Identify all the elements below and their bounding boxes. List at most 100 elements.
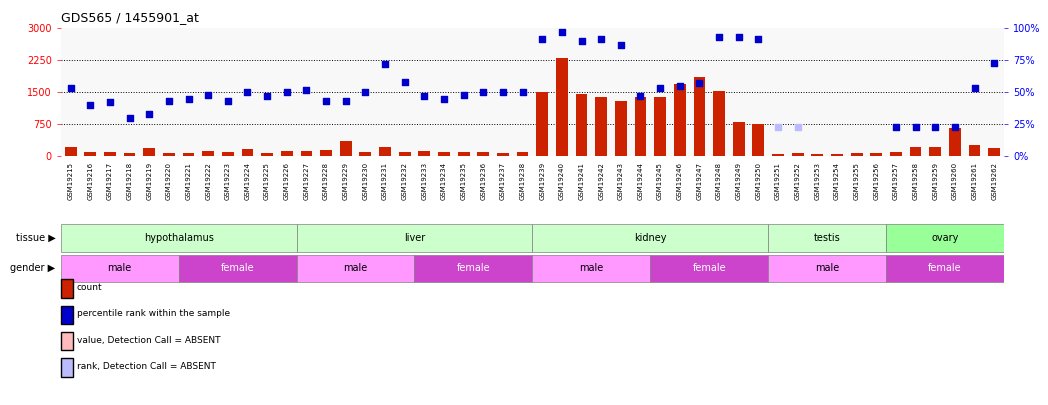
Point [122, 114, 138, 121]
Point [219, 98, 236, 104]
Bar [595, 97, 607, 156]
Point [750, 35, 767, 42]
Bar [202, 151, 214, 156]
Bar [768, 224, 886, 252]
Point [279, 89, 296, 95]
Point [573, 38, 590, 44]
Point [946, 124, 963, 130]
Point [593, 35, 610, 42]
Bar [532, 255, 650, 282]
Bar [714, 91, 725, 156]
Point [180, 95, 197, 102]
Point [376, 61, 393, 67]
Point [691, 80, 707, 86]
Bar [458, 152, 470, 156]
Point [908, 124, 924, 130]
Point [888, 124, 904, 130]
Bar [537, 92, 548, 156]
Point [711, 34, 727, 40]
Point [495, 89, 511, 95]
Point [259, 93, 276, 99]
Point [416, 93, 433, 99]
Point [62, 85, 79, 92]
Point [730, 34, 747, 40]
Bar [163, 153, 175, 156]
Bar [61, 224, 297, 252]
Bar [84, 152, 96, 156]
Bar [910, 147, 921, 156]
Text: liver: liver [403, 233, 425, 243]
Bar [674, 83, 685, 156]
Bar [772, 154, 784, 156]
Point [436, 95, 453, 102]
Point [652, 85, 669, 92]
Bar [65, 147, 77, 156]
Bar [418, 151, 430, 156]
Text: rank, Detection Call = ABSENT: rank, Detection Call = ABSENT [77, 362, 216, 371]
Bar [851, 153, 863, 156]
Point [318, 98, 334, 104]
Point [239, 89, 256, 95]
Bar [104, 152, 115, 156]
Bar [890, 152, 901, 156]
Bar [182, 153, 195, 156]
Point [455, 92, 472, 98]
Bar [968, 145, 981, 156]
Bar [497, 153, 509, 156]
Bar [415, 255, 532, 282]
Point [612, 42, 629, 48]
Bar [144, 148, 155, 156]
Bar [930, 147, 941, 156]
Point [160, 98, 177, 104]
Text: percentile rank within the sample: percentile rank within the sample [77, 309, 230, 318]
Bar [694, 77, 705, 156]
Point [298, 86, 314, 93]
Text: male: male [108, 263, 132, 273]
Bar [297, 224, 532, 252]
Bar [615, 100, 627, 156]
Bar [792, 153, 804, 156]
Point [553, 29, 570, 35]
Bar [222, 152, 234, 156]
Bar [886, 224, 1004, 252]
Point [337, 98, 354, 104]
Point [200, 92, 217, 98]
Text: GDS565 / 1455901_at: GDS565 / 1455901_at [61, 11, 199, 24]
Bar [752, 124, 764, 156]
Bar [321, 150, 332, 156]
Bar [733, 122, 745, 156]
Text: hypothalamus: hypothalamus [144, 233, 214, 243]
Bar [379, 147, 391, 156]
Point [769, 124, 786, 130]
Bar [241, 149, 254, 156]
Bar [654, 97, 667, 156]
Bar [949, 128, 961, 156]
Bar [261, 153, 272, 156]
Bar [297, 255, 414, 282]
Point [515, 89, 531, 95]
Bar [477, 152, 489, 156]
Bar [831, 154, 843, 156]
Bar [811, 154, 824, 156]
Bar [340, 141, 351, 156]
Point [789, 124, 806, 130]
Point [966, 85, 983, 92]
Text: testis: testis [813, 233, 840, 243]
Point [82, 102, 99, 108]
Bar [768, 255, 886, 282]
Bar [359, 152, 371, 156]
Bar [988, 148, 1000, 156]
Bar [281, 151, 292, 156]
Text: ovary: ovary [932, 233, 959, 243]
Bar [124, 153, 135, 156]
Bar [650, 255, 768, 282]
Point [140, 111, 157, 117]
Point [672, 83, 689, 89]
Text: female: female [221, 263, 255, 273]
Point [986, 60, 1003, 66]
Bar [178, 255, 297, 282]
Text: female: female [457, 263, 490, 273]
Bar [398, 152, 411, 156]
Bar [555, 58, 568, 156]
Text: gender ▶: gender ▶ [10, 263, 56, 273]
